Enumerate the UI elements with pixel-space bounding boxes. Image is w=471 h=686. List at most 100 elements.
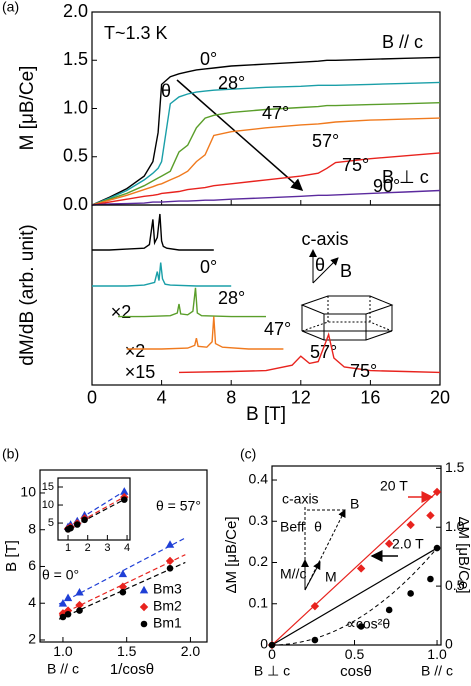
- y-tick-label: 2: [28, 631, 36, 647]
- annotation: B ⊥ c: [382, 167, 429, 187]
- point: [58, 609, 68, 618]
- y-axis-label: ΔM [μB/Ce]: [223, 516, 240, 593]
- annotation: θ = 0°: [42, 567, 79, 583]
- fit-line: [58, 554, 186, 616]
- series-label: 20 T: [380, 478, 408, 494]
- series-label: 75°: [350, 361, 377, 381]
- series-label: 75°: [342, 155, 369, 175]
- x-axis-label: B [T]: [246, 404, 286, 425]
- x-tick-label: 0: [268, 646, 276, 662]
- x-tick-label: 1.0: [427, 646, 447, 662]
- y2-tick-label: 0: [445, 636, 453, 652]
- annotation: T~1.3 K: [104, 23, 168, 43]
- y-tick-label: 0.4: [249, 471, 269, 487]
- annotation: c-axis: [301, 229, 348, 249]
- point: [64, 610, 72, 618]
- y2-tick-label: 1.0: [445, 518, 465, 534]
- plot-frame: [91, 204, 441, 386]
- x-tick-label: 8: [226, 387, 236, 407]
- line: [91, 152, 441, 206]
- y-tick-label: 15: [42, 481, 54, 493]
- line: [126, 316, 284, 350]
- y-tick-label: 6: [28, 557, 36, 573]
- line: [92, 262, 232, 287]
- y2-axis-label: ΔM [μB/Ce]: [455, 516, 471, 593]
- series-label: 57°: [310, 342, 337, 362]
- x-tick-label: 12: [291, 387, 311, 407]
- point: [310, 601, 320, 611]
- x-tick-label: 16: [360, 387, 380, 407]
- legend-marker: [139, 585, 149, 594]
- point: [120, 496, 128, 503]
- series-label: 90°: [373, 176, 400, 196]
- x-tick-label: 1.0: [53, 643, 73, 659]
- legend-label: Bm1: [153, 615, 182, 631]
- annotation: c-axis: [282, 491, 319, 507]
- point: [119, 588, 127, 596]
- series-label: 57°: [312, 131, 339, 151]
- point: [81, 516, 88, 524]
- x-tick-label: 2.0: [181, 643, 201, 659]
- point: [268, 641, 276, 649]
- y2-tick-label: 0.5: [445, 577, 465, 593]
- y-tick-label: 1.0: [63, 97, 88, 117]
- fit-line: [58, 561, 186, 620]
- series-label: 47°: [262, 103, 289, 123]
- point: [165, 556, 175, 566]
- panel-label: (b): [2, 446, 19, 462]
- line: [92, 213, 214, 251]
- line: [91, 102, 441, 206]
- x-tick-label: 0: [87, 387, 97, 407]
- y-axis-label: dM/dB (arb. unit): [17, 224, 38, 366]
- series-label: 47°: [264, 319, 291, 339]
- point: [58, 599, 68, 607]
- y-tick-label: 8: [28, 520, 36, 536]
- point: [356, 564, 366, 573]
- y-tick-label: 2.0: [63, 1, 88, 21]
- x-tick-label: 2: [85, 542, 91, 554]
- y-tick-label: 1.5: [63, 49, 88, 69]
- plot-frame: [57, 477, 131, 541]
- point: [118, 582, 128, 591]
- point: [427, 575, 434, 583]
- annotation: ×2: [111, 302, 132, 322]
- y-tick-label: 0.2: [249, 553, 269, 569]
- guide-curve: [271, 547, 438, 646]
- y-tick-label: 0.1: [249, 594, 269, 610]
- annotation: ∝cos²θ: [346, 616, 390, 632]
- point: [120, 487, 129, 495]
- point: [67, 524, 74, 532]
- line: [91, 189, 441, 206]
- line: [91, 56, 441, 206]
- x-axis-label: 1/cosθ: [110, 661, 154, 678]
- line: [91, 117, 441, 206]
- annotation: M//c: [280, 566, 306, 582]
- annotation: Beff: [280, 519, 305, 535]
- point: [73, 521, 81, 528]
- series-label: 0°: [200, 257, 217, 277]
- x-axis-label: cosθ: [340, 663, 372, 680]
- y-axis-label: M [μB/Ce]: [17, 66, 38, 151]
- y-tick-label: 0.5: [63, 146, 88, 166]
- annotation: B // c: [382, 32, 423, 52]
- annotation: ×15: [125, 362, 156, 382]
- annotation: B: [340, 261, 352, 281]
- series-label: 2.0 T: [392, 536, 424, 552]
- point: [432, 487, 442, 497]
- y2-tick-label: 1.5: [445, 459, 465, 475]
- x-tick-label: 3: [104, 542, 110, 554]
- point: [426, 511, 435, 520]
- x-tick-label: 4: [157, 387, 167, 407]
- point: [165, 540, 175, 548]
- point: [406, 520, 415, 530]
- point: [385, 606, 393, 614]
- point: [76, 607, 83, 614]
- series-label: 0°: [200, 49, 217, 69]
- point: [166, 565, 174, 572]
- panel-label: (a): [2, 0, 19, 15]
- guide-line: [271, 547, 438, 646]
- plot-frame: [39, 469, 208, 643]
- annotation: θ: [315, 255, 325, 275]
- field-sketch: [300, 249, 394, 341]
